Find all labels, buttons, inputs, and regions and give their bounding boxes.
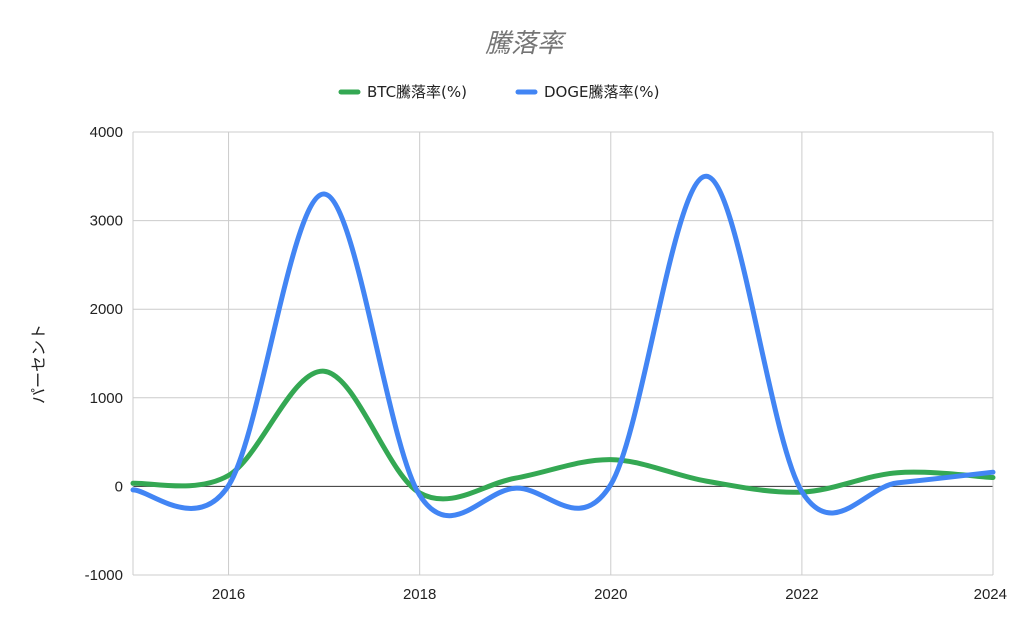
series-line-1 xyxy=(130,173,996,519)
x-tick-label: 2022 xyxy=(785,586,818,603)
y-tick-label: 0 xyxy=(115,478,123,495)
series-lines xyxy=(130,173,996,519)
gridlines xyxy=(132,131,994,576)
x-tick-label: 2016 xyxy=(212,586,245,603)
y-tick-label: 1000 xyxy=(90,390,123,407)
legend-label-1: DOGE騰落率(%) xyxy=(544,83,659,101)
x-tick-label: 2020 xyxy=(594,586,627,603)
y-axis-ticks: -1000 0 1000 2000 3000 4000 xyxy=(85,124,123,584)
y-axis-label: パーセント xyxy=(29,324,48,404)
chart-title: 騰落率 xyxy=(485,29,567,59)
x-tick-label: 2024 xyxy=(974,586,1007,603)
y-tick-label: -1000 xyxy=(85,567,123,584)
y-tick-label: 4000 xyxy=(90,124,123,141)
x-tick-label: 2018 xyxy=(403,586,436,603)
x-axis-ticks: 2016 2018 2020 2022 2024 xyxy=(212,586,1007,603)
legend: BTC騰落率(%) DOGE騰落率(%) xyxy=(338,83,659,101)
y-tick-label: 3000 xyxy=(90,213,123,230)
legend-label-0: BTC騰落率(%) xyxy=(367,83,467,101)
y-tick-label: 2000 xyxy=(90,301,123,318)
series-line-0 xyxy=(130,368,996,502)
